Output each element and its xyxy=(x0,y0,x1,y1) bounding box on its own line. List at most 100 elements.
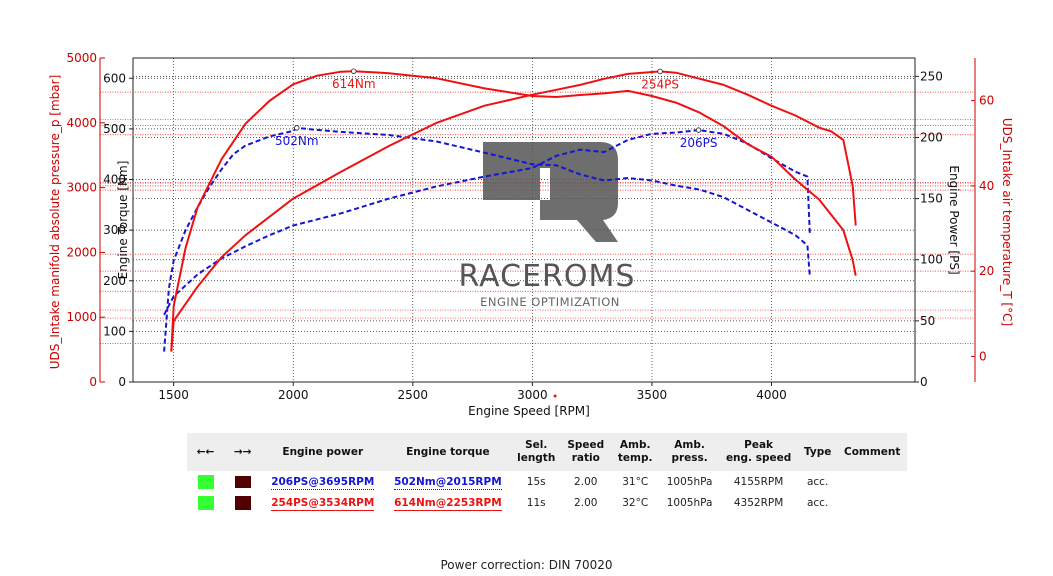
torque-tick-label: 600 xyxy=(103,71,126,85)
torque-tick-label: 300 xyxy=(103,223,126,237)
header-sel-length-text: Sel. length xyxy=(517,439,556,464)
run-table: ←← →→ Engine power Engine torque Sel. le… xyxy=(187,433,907,513)
torque-axis-label: Engine Torque [Nm] xyxy=(116,161,130,280)
header-next[interactable]: →→ xyxy=(224,433,262,471)
type-value: acc. xyxy=(806,496,829,509)
torque-cell: 502Nm@2015RPM xyxy=(384,471,511,492)
torque-tick-label: 400 xyxy=(103,173,126,187)
power-value: 206PS@3695RPM xyxy=(271,475,375,490)
header-peak-speed: Peak eng. speed xyxy=(719,433,798,471)
peak-marker-torque xyxy=(351,68,357,74)
x-tick-label: 4000 xyxy=(756,388,787,402)
iat-tick-label: 40 xyxy=(979,179,994,193)
peak-speed-value: 4352RPM xyxy=(733,496,784,509)
torque-tick-label: 100 xyxy=(103,324,126,338)
header-amb-press-text: Amb. press. xyxy=(671,439,708,464)
power-tick-label: 100 xyxy=(920,253,943,267)
peak-marker-power xyxy=(657,68,663,75)
x-tick-label: 2500 xyxy=(398,388,429,402)
header-engine-torque: Engine torque xyxy=(384,433,512,471)
map-tick-label: 3000 xyxy=(66,181,97,195)
next-swatch-cell[interactable] xyxy=(224,492,261,513)
power-tick-label: 250 xyxy=(920,69,943,83)
power-tick-label: 150 xyxy=(920,192,943,206)
header-amb-temp-text: Amb. temp. xyxy=(617,439,653,464)
comment-value xyxy=(837,471,907,492)
map-tick-label: 4000 xyxy=(66,116,97,130)
torque-axis: 0 100 200 300 400 500 600 Engine Torque [Nm] xyxy=(103,71,133,389)
peak-label-power: 254PS xyxy=(641,77,679,91)
map-tick-label: 2000 xyxy=(66,245,97,259)
iat-axis: 0 20 40 60 UDS_Intake air temperature_T [°C] xyxy=(971,58,1014,382)
header-comment: Comment xyxy=(837,433,907,471)
amb-temp-value: 32°C xyxy=(622,496,649,509)
sel-length-value: 15s xyxy=(526,475,546,488)
header-peak-speed-text: Peak eng. speed xyxy=(725,439,792,464)
iat-tick-label: 20 xyxy=(979,264,994,278)
map-axis-label: UDS_Intake manifold absolute pressure_p … xyxy=(48,75,62,370)
next-swatch-cell[interactable] xyxy=(224,471,261,492)
power-axis-label: Engine Power [PS] xyxy=(947,165,961,274)
iat-tick-label: 0 xyxy=(979,349,987,363)
power-tick-label: 200 xyxy=(920,130,943,144)
amb-press-value: 1005hPa xyxy=(666,475,713,488)
table-row[interactable]: 254PS@3534RPM 614Nm@2253RPM 11s 2.00 32°… xyxy=(187,492,907,513)
sel-length-value: 11s xyxy=(526,496,546,509)
peak-label-torque: 614Nm xyxy=(332,77,376,91)
prev-color-swatch[interactable] xyxy=(197,474,214,489)
logo-wordmark: RACEROMS xyxy=(459,259,636,294)
header-sel-length: Sel. length xyxy=(511,433,561,471)
x-tick-label: 1500 xyxy=(158,388,189,402)
speed-ratio-value: 2.00 xyxy=(574,496,598,509)
peak-marker-power xyxy=(695,127,702,133)
peak-label-torque: 502Nm xyxy=(275,134,319,148)
power-tick-label: 0 xyxy=(920,375,928,389)
torque-tick-label: 200 xyxy=(103,274,126,288)
power-cell: 206PS@3695RPM xyxy=(261,471,384,492)
comment-value xyxy=(837,492,907,513)
power-correction-note: Power correction: DIN 70020 xyxy=(440,558,613,572)
map-tick-label: 5000 xyxy=(66,51,97,65)
x-tick-label: 3000 xyxy=(517,388,548,402)
speed-ratio-value: 2.00 xyxy=(574,475,598,488)
torque-value: 614Nm@2253RPM xyxy=(394,496,502,511)
header-type: Type xyxy=(797,433,838,471)
series-line-run2-torque xyxy=(170,70,857,352)
prev-swatch-cell[interactable] xyxy=(187,492,224,513)
plot-frame xyxy=(132,57,916,383)
header-engine-power: Engine power xyxy=(261,433,385,471)
peak-marker-torque xyxy=(294,125,300,131)
map-tick-label: 0 xyxy=(89,375,97,389)
torque-tick-label: 0 xyxy=(118,375,126,389)
next-color-swatch[interactable] xyxy=(234,495,251,510)
header-speed-ratio-text: Speed ratio xyxy=(567,439,605,464)
logo-tagline: ENGINE OPTIMIZATION xyxy=(480,295,620,309)
header-prev[interactable]: ←← xyxy=(187,433,225,471)
logo-r-mark xyxy=(483,142,618,242)
power-value: 254PS@3534RPM xyxy=(271,496,375,511)
grid-lines xyxy=(133,58,915,383)
series-line-run1-torque xyxy=(163,126,811,352)
header-amb-press: Amb. press. xyxy=(659,433,720,471)
peak-label-power: 206PS xyxy=(680,136,718,150)
x-axis-dot xyxy=(553,394,557,398)
iat-axis-label: UDS_Intake air temperature_T [°C] xyxy=(1000,118,1014,326)
torque-tick-label: 500 xyxy=(103,122,126,136)
type-value: acc. xyxy=(806,475,829,488)
table-header-row: ←← →→ Engine power Engine torque Sel. le… xyxy=(187,433,907,471)
x-axis: 1500 2000 2500 3000 3500 4000 Engine Speed [RP… xyxy=(158,382,787,418)
prev-color-swatch[interactable] xyxy=(197,495,214,510)
next-color-swatch[interactable] xyxy=(234,475,251,488)
prev-swatch-cell[interactable] xyxy=(187,471,224,492)
peak-markers: 502Nm 206PS 614Nm 254PS xyxy=(275,68,718,150)
amb-temp-value: 31°C xyxy=(622,475,649,488)
header-amb-temp: Amb. temp. xyxy=(610,433,660,471)
map-axis: 0 1000 2000 3000 4000 5000 UDS_Intake manifold… xyxy=(48,51,105,389)
x-tick-label: 3500 xyxy=(637,388,668,402)
power-axis: 0 50 100 150 200 250 Engine Power [PS] xyxy=(915,69,961,389)
power-cell: 254PS@3534RPM xyxy=(261,492,384,513)
series-line-run2-power xyxy=(170,70,857,352)
table-row[interactable]: 206PS@3695RPM 502Nm@2015RPM 15s 2.00 31°… xyxy=(187,471,907,492)
